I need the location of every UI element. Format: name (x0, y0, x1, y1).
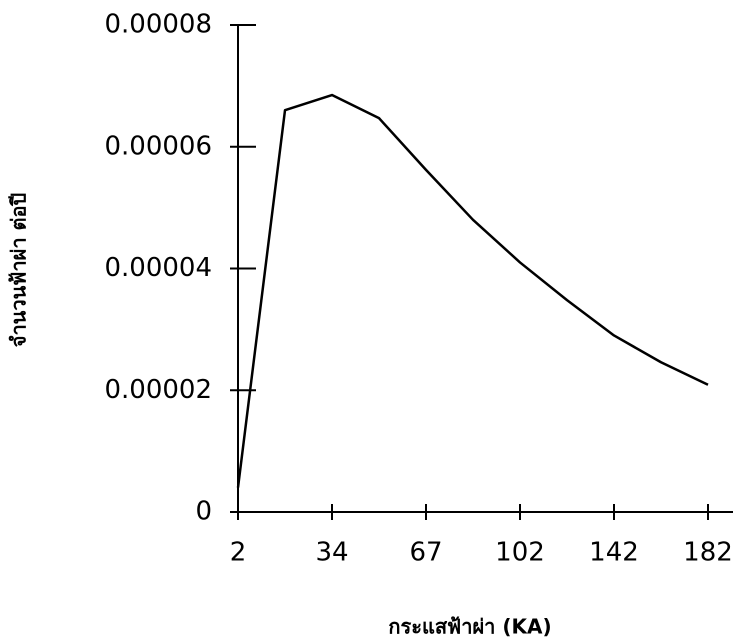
data-line (236, 93, 709, 488)
y-tick-label: 0.00006 (104, 131, 212, 161)
y-tick-label: 0.00002 (104, 375, 212, 405)
y-axis-title: จำนวนฟ้าผ่า ต่อปี (7, 193, 31, 348)
x-tick-label: 67 (409, 538, 442, 568)
x-tick-label: 2 (230, 538, 247, 568)
y-tick-label: 0 (195, 497, 212, 527)
x-axis-title: กระแสฟ้าผ่า (KA) (388, 615, 551, 639)
y-tick-label: 0.00004 (104, 253, 212, 283)
x-tick-label: 182 (683, 538, 733, 568)
x-tick-label: 34 (315, 538, 348, 568)
x-tick-label: 142 (589, 538, 639, 568)
y-tick-label: 0.00008 (104, 10, 212, 40)
x-tick-label: 102 (495, 538, 545, 568)
